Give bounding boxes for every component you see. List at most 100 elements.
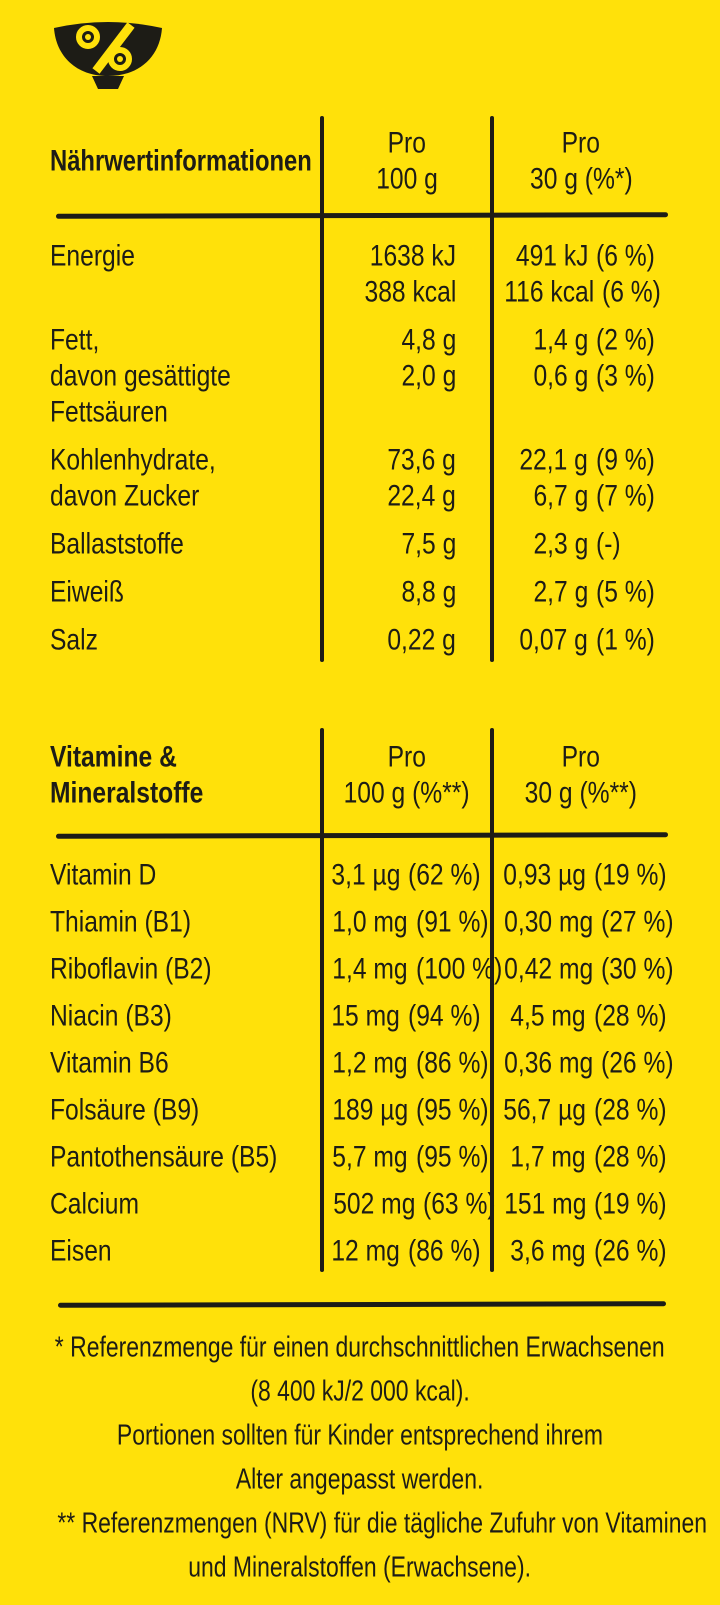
per30-percent: (7 %) xyxy=(596,479,655,512)
table-row-energie: Energie 1638 kJ 388 kcal 491 kJ (6 %) 116… xyxy=(50,238,670,310)
per100-value: 388 kcal xyxy=(364,275,456,308)
per30-value: 1,4 g xyxy=(533,323,588,356)
per100-value: 8,8 g xyxy=(401,575,456,608)
per30-column-header: Pro 30 g (%*) xyxy=(529,126,633,195)
per100-value: 1,0 mg xyxy=(332,904,408,938)
per100-value: 502 mg xyxy=(333,1186,416,1220)
per100-value: 189 µg xyxy=(332,1092,409,1126)
footnotes: * Referenzmenge für einen durchschnittli… xyxy=(0,1325,720,1589)
per30-percent: (1 %) xyxy=(596,623,655,656)
table-row-fett: Fett, davon gesättigte Fettsäuren 4,8 g … xyxy=(50,322,670,430)
vitamin-label: Vitamin B6 xyxy=(50,1045,169,1079)
per100-value: 0,22 g xyxy=(387,623,456,656)
per100-value: 15 mg xyxy=(331,998,400,1032)
column-separator xyxy=(490,116,494,662)
per100-value: 2,0 g xyxy=(401,359,456,392)
per30-percent: (30 %) xyxy=(601,951,674,985)
table-row: Calcium 502 mg (63 %) 151 mg (19 %) xyxy=(50,1180,670,1227)
nutrition-table-header: Nährwertinformationen Pro 100 g Pro 30 g… xyxy=(50,125,670,197)
per30-percent: (3 %) xyxy=(596,359,655,392)
nutrient-label: Eiweiß xyxy=(50,575,124,608)
per100-value: 1638 kJ xyxy=(369,239,456,272)
footnote-line: ** Referenzmengen (NRV) für die tägliche… xyxy=(57,1507,708,1539)
nutrient-label: davon gesättigte xyxy=(50,359,231,392)
per30-percent: (26 %) xyxy=(594,1233,667,1267)
per100-value: 1,2 mg xyxy=(332,1045,408,1079)
per100-percent: (95 %) xyxy=(416,1092,489,1126)
per100-percent: (95 %) xyxy=(415,1139,489,1173)
per30-value: 4,5 mg xyxy=(510,998,586,1032)
table-row: Thiamin (B1) 1,0 mg (91 %) 0,30 mg (27 %) xyxy=(50,898,674,945)
per30-value: 3,6 mg xyxy=(510,1233,586,1267)
vitamin-label: Thiamin (B1) xyxy=(50,904,192,938)
per30-value: 22,1 g xyxy=(519,443,588,476)
vitamin-label: Vitamin D xyxy=(50,857,157,891)
table-row: Vitamin D 3,1 µg (62 %) 0,93 µg (19 %) xyxy=(50,851,670,898)
nutrient-label: Ballaststoffe xyxy=(50,527,184,560)
per30-value: 0,30 mg xyxy=(504,904,594,938)
per100-value: 3,1 µg xyxy=(331,857,401,891)
per30-percent: (26 %) xyxy=(601,1045,674,1079)
nutrient-label: Energie xyxy=(50,239,135,272)
footnote-line: Alter angepasst werden. xyxy=(236,1463,484,1495)
per100-value: 1,4 mg xyxy=(332,951,408,985)
per100-column-header: Pro 100 g (%**) xyxy=(343,740,471,809)
per100-value: 12 mg xyxy=(331,1233,400,1267)
vitamin-label: Riboflavin (B2) xyxy=(50,951,212,985)
per100-percent: (100 %) xyxy=(415,951,502,985)
column-separator xyxy=(490,728,494,1272)
per30-value: 0,6 g xyxy=(533,359,588,392)
footer-divider-line xyxy=(57,1301,667,1308)
nutrient-label: Salz xyxy=(50,623,98,656)
per30-column-header: Pro 30 g (%**) xyxy=(524,740,638,809)
per100-value: 73,6 g xyxy=(387,443,456,476)
table-row: Eisen 12 mg (86 %) 3,6 mg (26 %) xyxy=(50,1227,670,1274)
column-separator xyxy=(320,728,324,1272)
vitamins-table-title: Vitamine & Mineralstoffe xyxy=(50,740,204,809)
footnote-line: und Mineralstoffen (Erwachsene). xyxy=(188,1551,532,1583)
per30-value: 2,7 g xyxy=(533,575,588,608)
per30-percent: (-) xyxy=(596,527,621,560)
nutrition-table-title: Nährwertinformationen xyxy=(50,144,312,177)
per30-percent: (6 %) xyxy=(602,275,662,308)
table-row-salz: Salz 0,22 g 0,07 g (1 %) xyxy=(50,622,670,658)
per100-percent: (94 %) xyxy=(408,998,481,1032)
vitamin-label: Pantothensäure (B5) xyxy=(50,1139,278,1173)
footnote-line: Portionen sollten für Kinder entsprechen… xyxy=(116,1419,604,1451)
nutrient-label: Fett, xyxy=(50,323,100,356)
per30-value: 2,3 g xyxy=(533,527,588,560)
table-row: Vitamin B6 1,2 mg (86 %) 0,36 mg (26 %) xyxy=(50,1039,674,1086)
table-row-ballaststoffe: Ballaststoffe 7,5 g 2,3 g (-) xyxy=(50,526,670,562)
per30-value: 0,07 g xyxy=(519,623,588,656)
per30-percent: (28 %) xyxy=(594,1092,667,1126)
footnote-line: (8 400 kJ/2 000 kcal). xyxy=(250,1375,470,1407)
table-row: Folsäure (B9) 189 µg (95 %) 56,7 µg (28 %) xyxy=(50,1086,670,1133)
per30-percent: (2 %) xyxy=(596,323,655,356)
per100-percent: (91 %) xyxy=(415,904,489,938)
per100-percent: (86 %) xyxy=(415,1045,489,1079)
per30-value: 0,93 µg xyxy=(503,857,586,891)
header-divider-line xyxy=(55,212,669,219)
vitamin-label: Eisen xyxy=(50,1233,112,1267)
per100-value: 7,5 g xyxy=(401,527,456,560)
per30-value: 1,7 mg xyxy=(510,1139,586,1173)
table-row: Riboflavin (B2) 1,4 mg (100 %) 0,42 mg (30 %… xyxy=(50,945,674,992)
nutrient-label: Fettsäuren xyxy=(50,395,168,428)
per30-value: 0,42 mg xyxy=(504,951,594,985)
per30-value: 151 mg xyxy=(503,1186,586,1220)
per100-value: 4,8 g xyxy=(401,323,456,356)
percent-bowl-icon xyxy=(54,22,162,89)
table-row: Niacin (B3) 15 mg (94 %) 4,5 mg (28 %) xyxy=(50,992,670,1039)
per30-percent: (6 %) xyxy=(596,239,655,272)
per30-value: 116 kcal xyxy=(504,275,595,308)
per30-percent: (28 %) xyxy=(594,998,667,1032)
per30-value: 491 kJ xyxy=(515,239,588,272)
per30-percent: (9 %) xyxy=(596,443,655,476)
header-divider-line xyxy=(55,832,669,839)
nutrient-label: davon Zucker xyxy=(50,479,200,512)
per100-column-header: Pro 100 g xyxy=(376,126,438,195)
vitamin-label: Folsäure (B9) xyxy=(50,1092,200,1126)
per30-value: 6,7 g xyxy=(533,479,588,512)
per30-percent: (19 %) xyxy=(594,857,667,891)
